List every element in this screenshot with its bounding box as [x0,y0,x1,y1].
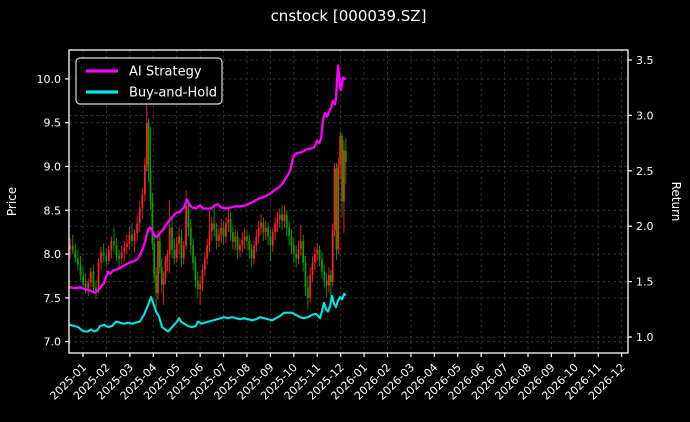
price-tick-label: 8.0 [44,248,62,261]
price-tick-label: 9.5 [44,117,62,130]
price-tick-label: 7.0 [44,336,62,349]
candlestick-series [69,103,347,310]
return-tick-label: 1.5 [636,276,654,289]
legend: AI Strategy Buy-and-Hold [75,57,223,105]
return-tick-label: 3.5 [636,54,654,67]
return-tick-label: 3.0 [636,109,654,122]
y-axis-label-return: Return [669,182,683,222]
return-tick-label: 2.5 [636,165,654,178]
price-tick-label: 8.5 [44,204,62,217]
legend-label: AI Strategy [129,65,202,80]
return-tick-label: 2.0 [636,220,654,233]
y-axis-label-price: Price [5,187,19,216]
price-tick-label: 7.5 [44,292,62,305]
ai-strategy-line [68,64,347,294]
price-tick-label: 9.0 [44,160,62,173]
price-tick-label: 10.0 [37,73,62,86]
legend-label: Buy-and-Hold [129,86,217,101]
buy-and-hold-line [68,292,347,333]
return-tick-label: 1.0 [636,331,654,344]
chart-title: cnstock [000039.SZ] [270,7,427,25]
